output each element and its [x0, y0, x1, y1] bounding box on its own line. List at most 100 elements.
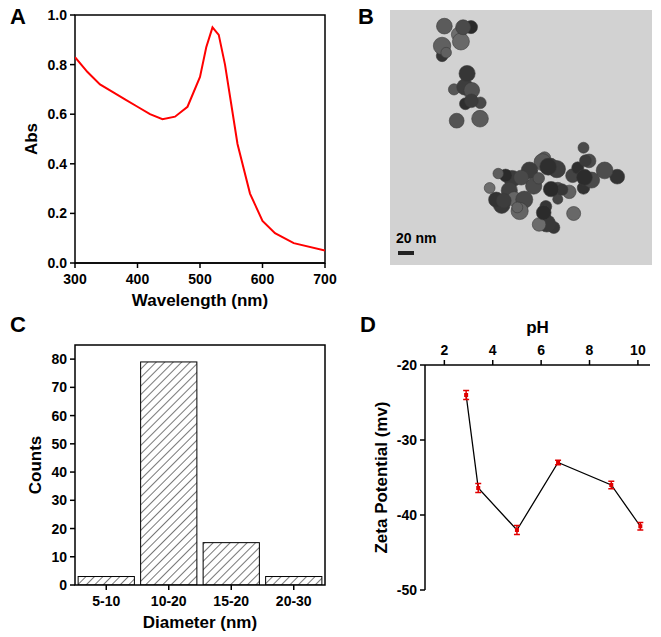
- x-axis-title: pH: [526, 318, 549, 337]
- nanoparticle: [543, 181, 558, 196]
- y-tick-label: 60: [51, 408, 67, 424]
- tem-background: [390, 10, 652, 265]
- x-tick-label: 10-20: [151, 593, 187, 609]
- y-tick: [70, 113, 75, 115]
- x-tick-label: 15-20: [213, 593, 249, 609]
- nanoparticle: [567, 206, 581, 220]
- y-tick-label: 50: [51, 436, 67, 452]
- nanoparticle: [533, 173, 544, 184]
- x-tick: [324, 263, 326, 268]
- y-tick-label: 1.0: [48, 7, 68, 23]
- x-axis-title: Diameter (nm): [143, 613, 257, 632]
- y-tick-label: -30: [397, 432, 417, 448]
- x-tick: [589, 360, 591, 365]
- x-tick-label: 700: [313, 271, 337, 287]
- error-bar: [637, 523, 643, 531]
- x-tick-label: 5-10: [92, 593, 120, 609]
- y-tick-label: -50: [397, 582, 417, 598]
- x-tick: [262, 263, 264, 268]
- y-tick-label: 20: [51, 521, 67, 537]
- y-axis-title: Abs: [22, 123, 41, 155]
- error-bar: [514, 526, 520, 535]
- panel-letter: C: [10, 312, 26, 337]
- error-cap: [637, 522, 643, 524]
- y-tick: [70, 358, 75, 360]
- panel-letter: D: [360, 312, 376, 337]
- nanoparticle: [497, 193, 512, 208]
- x-tick-label: 2: [440, 342, 448, 358]
- plot-marks: [463, 391, 643, 535]
- y-tick: [70, 443, 75, 445]
- nanoparticle: [484, 183, 495, 194]
- bar: [203, 543, 259, 585]
- x-tick-label: 6: [537, 342, 545, 358]
- x-tick: [106, 585, 108, 590]
- nanoparticle: [493, 168, 504, 179]
- bar: [266, 577, 322, 585]
- panel-a: A300400500600700Wavelength (nm)0.00.20.4…: [10, 4, 337, 310]
- y-tick: [70, 14, 75, 16]
- x-tick: [492, 360, 494, 365]
- point-marker: [609, 483, 613, 487]
- scale-bar-label: 20 nm: [396, 230, 436, 246]
- error-cap: [475, 483, 481, 485]
- y-tick: [70, 471, 75, 473]
- error-bar: [475, 484, 481, 493]
- error-cap: [463, 399, 469, 401]
- y-tick-label: 0.8: [48, 57, 68, 73]
- nanoparticle: [578, 142, 589, 153]
- nanoparticle: [576, 169, 592, 185]
- x-tick: [540, 360, 542, 365]
- error-cap: [514, 525, 520, 527]
- panel-c: C5-1010-2015-2020-30Diameter (nm)0102030…: [10, 312, 325, 632]
- y-tick: [420, 589, 425, 591]
- x-tick-label: 300: [63, 271, 87, 287]
- error-bar: [463, 391, 469, 400]
- y-tick-label: 10: [51, 549, 67, 565]
- y-tick: [70, 163, 75, 165]
- y-tick-label: -40: [397, 507, 417, 523]
- y-tick: [70, 213, 75, 215]
- x-tick-label: 400: [126, 271, 150, 287]
- point-marker: [464, 393, 468, 397]
- nanoparticle: [456, 20, 471, 35]
- nanoparticle: [536, 205, 551, 220]
- nanoparticle: [459, 65, 475, 81]
- panel-b: B 20 nm: [358, 4, 652, 265]
- error-cap: [608, 488, 614, 490]
- point-marker: [515, 528, 519, 532]
- x-tick: [137, 263, 139, 268]
- x-tick: [637, 360, 639, 365]
- nanoparticle: [452, 33, 469, 50]
- error-bar: [555, 460, 561, 465]
- x-tick-label: 8: [586, 342, 594, 358]
- error-cap: [514, 534, 520, 536]
- bar: [78, 577, 134, 585]
- nanoparticle: [540, 158, 557, 175]
- y-tick-label: 0.4: [48, 156, 68, 172]
- point-marker: [556, 461, 560, 465]
- y-tick: [70, 556, 75, 558]
- nanoparticle: [441, 47, 452, 58]
- scale-bar: [398, 251, 414, 255]
- y-tick: [70, 528, 75, 530]
- x-tick: [168, 585, 170, 590]
- error-cap: [475, 492, 481, 494]
- nanoparticle: [580, 155, 592, 167]
- nanoparticle: [596, 162, 613, 179]
- y-tick: [420, 364, 425, 366]
- y-tick: [70, 64, 75, 66]
- error-cap: [463, 390, 469, 392]
- plot-marks: [78, 362, 322, 585]
- nanoparticle: [465, 94, 479, 108]
- figure: A300400500600700Wavelength (nm)0.00.20.4…: [0, 0, 661, 637]
- y-tick: [70, 584, 75, 586]
- y-tick: [420, 514, 425, 516]
- x-tick-label: 500: [188, 271, 212, 287]
- y-tick-label: 70: [51, 379, 67, 395]
- data-line: [466, 395, 640, 530]
- nanoparticle: [511, 202, 528, 219]
- point-marker: [638, 524, 642, 528]
- y-tick-label: 0: [59, 577, 67, 593]
- panel-letter: B: [358, 4, 374, 29]
